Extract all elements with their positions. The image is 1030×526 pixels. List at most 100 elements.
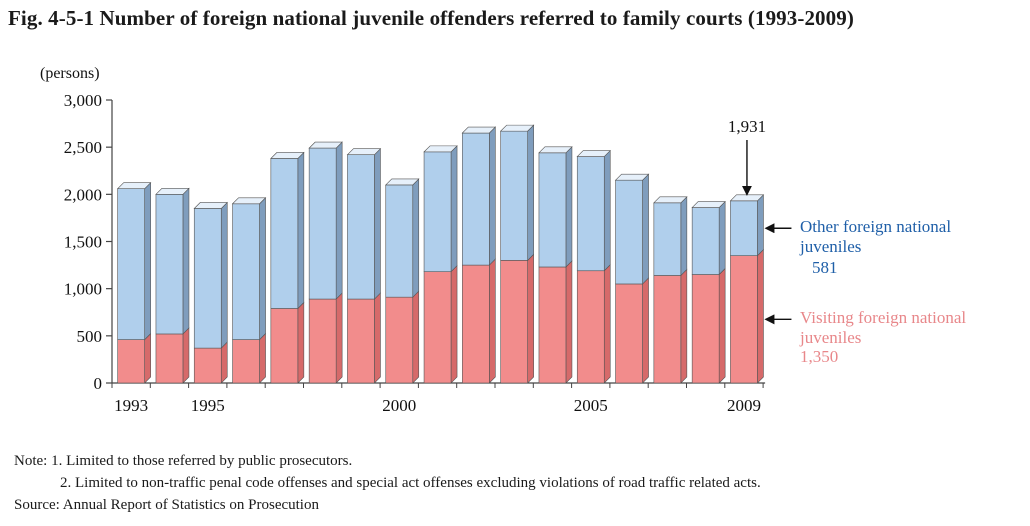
bar-top-face — [116, 182, 152, 189]
y-tick-label: 2,000 — [64, 185, 102, 204]
bar-visiting — [117, 339, 145, 384]
bar-top-face — [461, 126, 497, 134]
bar-visiting-side — [144, 332, 151, 384]
bar-visiting-side — [527, 253, 534, 384]
bar-visiting — [615, 283, 643, 384]
bar-other-side — [603, 149, 611, 272]
bar-other-side — [489, 126, 496, 266]
x-tick-label: 2009 — [727, 396, 761, 415]
bar-top-face — [155, 188, 190, 195]
x-tick-label: 1995 — [191, 396, 225, 415]
bar-other-side — [182, 187, 190, 335]
bar-visiting-side — [220, 341, 228, 384]
bar-visiting — [576, 270, 605, 384]
bar-other-side — [565, 146, 573, 268]
bar-top-face — [231, 197, 267, 205]
bar-top-face — [499, 124, 535, 132]
bar-other-side — [297, 151, 305, 310]
bar-visiting — [538, 266, 567, 384]
bar-other-side — [335, 141, 343, 300]
bar-other-side — [412, 178, 420, 298]
bar-visiting-side — [565, 260, 573, 384]
bars — [116, 124, 765, 384]
bar-visiting — [385, 296, 414, 384]
bar-top-face — [423, 145, 458, 153]
bar-other — [308, 147, 337, 300]
bar-other — [615, 179, 643, 285]
y-tick-label: 2,500 — [64, 138, 102, 157]
x-tick-label: 2000 — [382, 396, 416, 415]
bar-other-side — [450, 145, 458, 273]
x-tick-label: 2005 — [574, 396, 608, 415]
bar-top-face — [346, 148, 382, 156]
bar-visiting — [193, 347, 222, 384]
bar-visiting-side — [642, 277, 649, 384]
bar-top-face — [538, 146, 573, 154]
bar-visiting — [730, 255, 758, 384]
bar-top-face — [385, 178, 420, 186]
bar-other — [576, 156, 605, 272]
bar-top-face — [691, 201, 726, 208]
bar-visiting — [423, 271, 452, 384]
x-tick-label: 1993 — [114, 396, 148, 415]
bar-top-face — [614, 173, 650, 181]
bar-other-side — [144, 181, 151, 341]
bar-visiting — [347, 298, 375, 384]
bar-visiting-side — [450, 264, 458, 384]
bar-other-side — [220, 201, 228, 349]
bar-other-side — [527, 124, 534, 262]
series-label-other-line2: juveniles — [799, 237, 861, 256]
bar-visiting-side — [489, 258, 496, 384]
bar-visiting-side — [259, 332, 266, 384]
bar-other — [385, 184, 414, 298]
bar-other — [193, 208, 222, 349]
bar-visiting-side — [412, 290, 420, 384]
bar-other — [155, 194, 184, 335]
series-label-other-value: 581 — [812, 258, 838, 277]
bar-visiting-side — [374, 292, 381, 384]
bar-visiting-side — [680, 268, 688, 384]
bar-visiting-side — [603, 264, 611, 384]
stacked-bar-chart: 0 500 1,000 1,500 2,000 2,500 3,000 (persons) 19… — [40, 65, 967, 415]
bar-other — [232, 203, 260, 340]
note-1: Note: 1. Limited to those referred by pu… — [14, 453, 353, 469]
series-label-visiting-value: 1,350 — [800, 347, 838, 366]
series-label-visiting-line2: juveniles — [799, 328, 861, 347]
bar-visiting — [232, 339, 260, 384]
bar-other-side — [718, 200, 726, 276]
chart-title: Fig. 4-5-1 Number of foreign national ju… — [8, 6, 854, 30]
bar-other — [653, 202, 682, 276]
note-2: 2. Limited to non-traffic penal code off… — [60, 475, 761, 491]
bar-visiting-side — [335, 292, 343, 384]
bar-visiting-side — [182, 327, 190, 384]
y-tick-label: 3,000 — [64, 91, 102, 110]
bar-other — [691, 207, 720, 275]
bar-top-face — [270, 152, 305, 159]
bar-other-side — [374, 147, 381, 300]
bar-other — [730, 200, 758, 256]
bar-other — [538, 152, 567, 268]
bar-other-side — [642, 173, 649, 285]
bar-visiting — [653, 275, 682, 384]
bar-top-face — [729, 194, 765, 202]
bar-visiting — [270, 308, 299, 384]
bar-other — [423, 151, 452, 272]
source-note: Source: Annual Report of Statistics on P… — [14, 497, 319, 513]
bar-top-face — [308, 141, 343, 149]
bar-top-face — [193, 202, 228, 209]
bar-other-side — [259, 197, 266, 341]
total-annotation: 1,931 — [728, 117, 766, 136]
bar-top-face — [576, 150, 611, 157]
bar-other-side — [680, 196, 688, 277]
bar-other — [117, 188, 145, 340]
bar-visiting — [462, 264, 490, 384]
bar-visiting — [155, 333, 184, 384]
bar-other — [500, 130, 528, 261]
y-tick-label: 500 — [77, 327, 103, 346]
bar-visiting-side — [297, 301, 305, 384]
series-label-other-line1: Other foreign national — [800, 217, 951, 236]
bar-top-face — [653, 196, 688, 204]
bar-visiting-side — [757, 248, 764, 384]
y-tick-label: 1,000 — [64, 280, 102, 299]
